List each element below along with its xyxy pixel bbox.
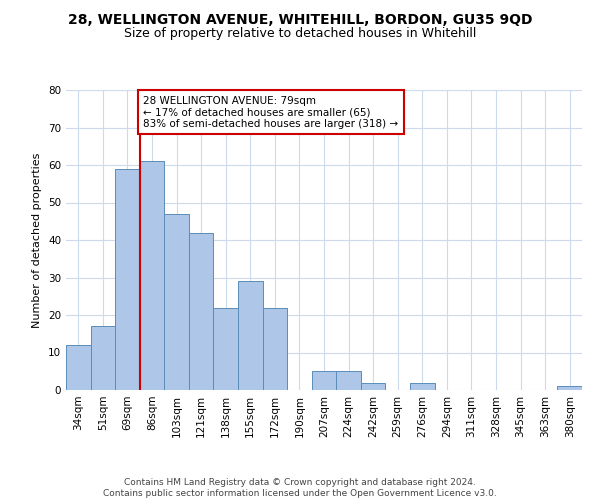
Text: 28, WELLINGTON AVENUE, WHITEHILL, BORDON, GU35 9QD: 28, WELLINGTON AVENUE, WHITEHILL, BORDON… xyxy=(68,12,532,26)
Bar xyxy=(557,386,582,390)
Y-axis label: Number of detached properties: Number of detached properties xyxy=(32,152,43,328)
Bar xyxy=(263,308,287,390)
Bar xyxy=(410,382,434,390)
Text: 28 WELLINGTON AVENUE: 79sqm
← 17% of detached houses are smaller (65)
83% of sem: 28 WELLINGTON AVENUE: 79sqm ← 17% of det… xyxy=(143,96,398,129)
Bar xyxy=(91,326,115,390)
Bar xyxy=(164,214,189,390)
Bar xyxy=(189,232,214,390)
Bar xyxy=(361,382,385,390)
Text: Size of property relative to detached houses in Whitehill: Size of property relative to detached ho… xyxy=(124,28,476,40)
Bar xyxy=(214,308,238,390)
Bar xyxy=(66,345,91,390)
Bar xyxy=(115,169,140,390)
Bar xyxy=(238,281,263,390)
Bar xyxy=(140,161,164,390)
Bar xyxy=(336,371,361,390)
Text: Contains HM Land Registry data © Crown copyright and database right 2024.
Contai: Contains HM Land Registry data © Crown c… xyxy=(103,478,497,498)
Bar xyxy=(312,371,336,390)
